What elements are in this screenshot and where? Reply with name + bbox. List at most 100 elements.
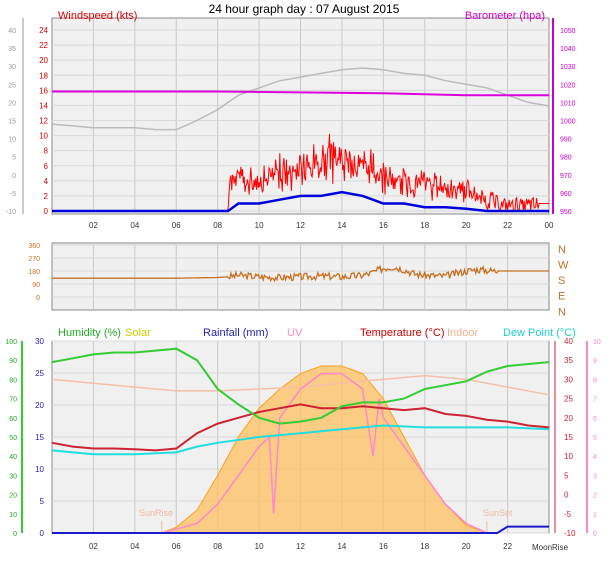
- outer-y-tick-label: -5: [10, 191, 16, 198]
- humidity-y-tick-label: 80: [9, 377, 17, 384]
- baro-y-tick-label: 1000: [560, 119, 576, 126]
- wind-x-tick-label: 02: [89, 221, 98, 230]
- baro-y-tick-label: 950: [560, 209, 572, 216]
- wind-panel-ticks: 024681012141618202224-10-505101520253035…: [6, 26, 576, 230]
- weather-panel-ticks: 0510152025300102030405060708090100-10-50…: [5, 337, 601, 551]
- wind-y-tick-label: 2: [44, 192, 49, 201]
- humidity-y-tick-label: 90: [9, 358, 17, 365]
- wind-y-tick-label: 24: [39, 26, 48, 35]
- wind-y-tick-label: 6: [44, 162, 49, 171]
- weather-x-tick-label: 10: [255, 542, 264, 551]
- rainfall-line: [52, 525, 549, 534]
- rain-y-tick-label: 5: [40, 497, 45, 506]
- baro-y-tick-label: 1030: [560, 64, 576, 71]
- uv-y-tick-label: 5: [593, 435, 597, 442]
- wind-x-tick-label: 20: [462, 221, 471, 230]
- indoor-legend: Indoor: [447, 327, 479, 339]
- temp-y-tick-label: -5: [564, 510, 572, 519]
- wind-x-tick-label: 18: [420, 221, 429, 230]
- weather-x-tick-label: 06: [172, 542, 181, 551]
- baro-y-tick-label: 990: [560, 137, 572, 144]
- outer-y-tick-label: 15: [8, 119, 16, 126]
- direction-compass-label: W: [558, 260, 569, 272]
- uv-y-tick-label: 3: [593, 473, 597, 480]
- temp-y-tick-label: 20: [564, 414, 573, 423]
- wind-y-tick-label: 20: [39, 56, 48, 65]
- wind-x-tick-label: 08: [213, 221, 222, 230]
- wind-panel-grid: [22, 18, 554, 214]
- wind-x-tick-label: 12: [296, 221, 305, 230]
- rain-y-tick-label: 10: [35, 465, 44, 474]
- weather-x-tick-label: 08: [213, 542, 222, 551]
- uv-y-tick-label: 1: [593, 512, 597, 519]
- direction-y-tick-label: 270: [28, 256, 40, 263]
- wind-x-tick-label: 10: [255, 221, 264, 230]
- temp-y-tick-label: 40: [564, 337, 573, 346]
- outer-y-tick-label: 30: [8, 64, 16, 71]
- uv-y-tick-label: 2: [593, 493, 597, 500]
- wind-direction-line: [52, 264, 549, 283]
- outer-y-tick-label: 0: [12, 173, 16, 180]
- outer-y-tick-label: 10: [8, 137, 16, 144]
- direction-y-tick-label: 0: [36, 295, 40, 302]
- wind-y-tick-label: 14: [39, 101, 48, 110]
- rain-y-tick-label: 25: [35, 369, 44, 378]
- direction-compass-label: N: [558, 244, 566, 256]
- wind-x-tick-label: 00: [545, 221, 554, 230]
- rainfall-legend: Rainfall (mm): [203, 327, 268, 339]
- humidity-y-tick-label: 50: [9, 435, 17, 442]
- temp-y-tick-label: -10: [564, 529, 576, 538]
- temp-y-tick-label: 30: [564, 375, 573, 384]
- direction-compass-label: E: [558, 291, 565, 303]
- uv-y-tick-label: 9: [593, 358, 597, 365]
- wind-y-tick-label: 16: [39, 86, 48, 95]
- direction-panel-series: [52, 264, 549, 283]
- humidity-y-tick-label: 100: [5, 339, 17, 346]
- rain-y-tick-label: 30: [35, 337, 44, 346]
- humidity-y-tick-label: 70: [9, 397, 17, 404]
- uv-y-tick-label: 6: [593, 416, 597, 423]
- outer-y-tick-label: 35: [8, 46, 16, 53]
- outer-y-tick-label: 20: [8, 100, 16, 107]
- barometer-line: [52, 90, 549, 97]
- rain-y-tick-label: 15: [35, 433, 44, 442]
- humidity-y-tick-label: 0: [13, 531, 17, 538]
- wind-x-tick-label: 04: [130, 221, 139, 230]
- temp-y-tick-label: 10: [564, 452, 573, 461]
- temperature-bg-line: [51, 67, 550, 131]
- baro-y-tick-label: 1020: [560, 82, 576, 89]
- temp-y-tick-label: 35: [564, 356, 573, 365]
- temperature-legend: Temperature (°C): [360, 327, 444, 339]
- rain-y-tick-label: 0: [40, 529, 45, 538]
- rain-y-tick-label: 20: [35, 401, 44, 410]
- uv-y-tick-label: 7: [593, 397, 597, 404]
- sunrise-annotation: SunRise: [139, 508, 173, 518]
- windspeed-legend: Windspeed (kts): [58, 10, 137, 22]
- uv-y-tick-label: 8: [593, 377, 597, 384]
- page-title: 24 hour graph day : 07 August 2015: [208, 2, 400, 16]
- weather-x-tick-label: 04: [130, 542, 139, 551]
- outer-y-tick-label: 5: [12, 155, 16, 162]
- dewpoint-legend: Dew Point (°C): [503, 327, 576, 339]
- wind-y-tick-label: 8: [44, 147, 49, 156]
- weather-x-tick-label: 16: [379, 542, 388, 551]
- direction-compass-label: N: [558, 306, 566, 318]
- baro-y-tick-label: 1050: [560, 28, 576, 35]
- wind-y-tick-label: 22: [39, 41, 48, 50]
- uv-line: [161, 372, 488, 534]
- outer-y-tick-label: -10: [6, 209, 16, 216]
- baro-y-tick-label: 1040: [560, 46, 576, 53]
- uv-y-tick-label: 10: [593, 339, 601, 346]
- baro-y-tick-label: 980: [560, 155, 572, 162]
- humidity-y-tick-label: 20: [9, 493, 17, 500]
- humidity-y-tick-label: 30: [9, 473, 17, 480]
- direction-compass-label: S: [558, 275, 565, 287]
- weather-x-tick-label: 20: [462, 542, 471, 551]
- temp-y-tick-label: 15: [564, 433, 573, 442]
- wind-x-tick-label: 16: [379, 221, 388, 230]
- direction-y-tick-label: 360: [28, 243, 40, 250]
- humidity-legend: Humidity (%): [58, 327, 121, 339]
